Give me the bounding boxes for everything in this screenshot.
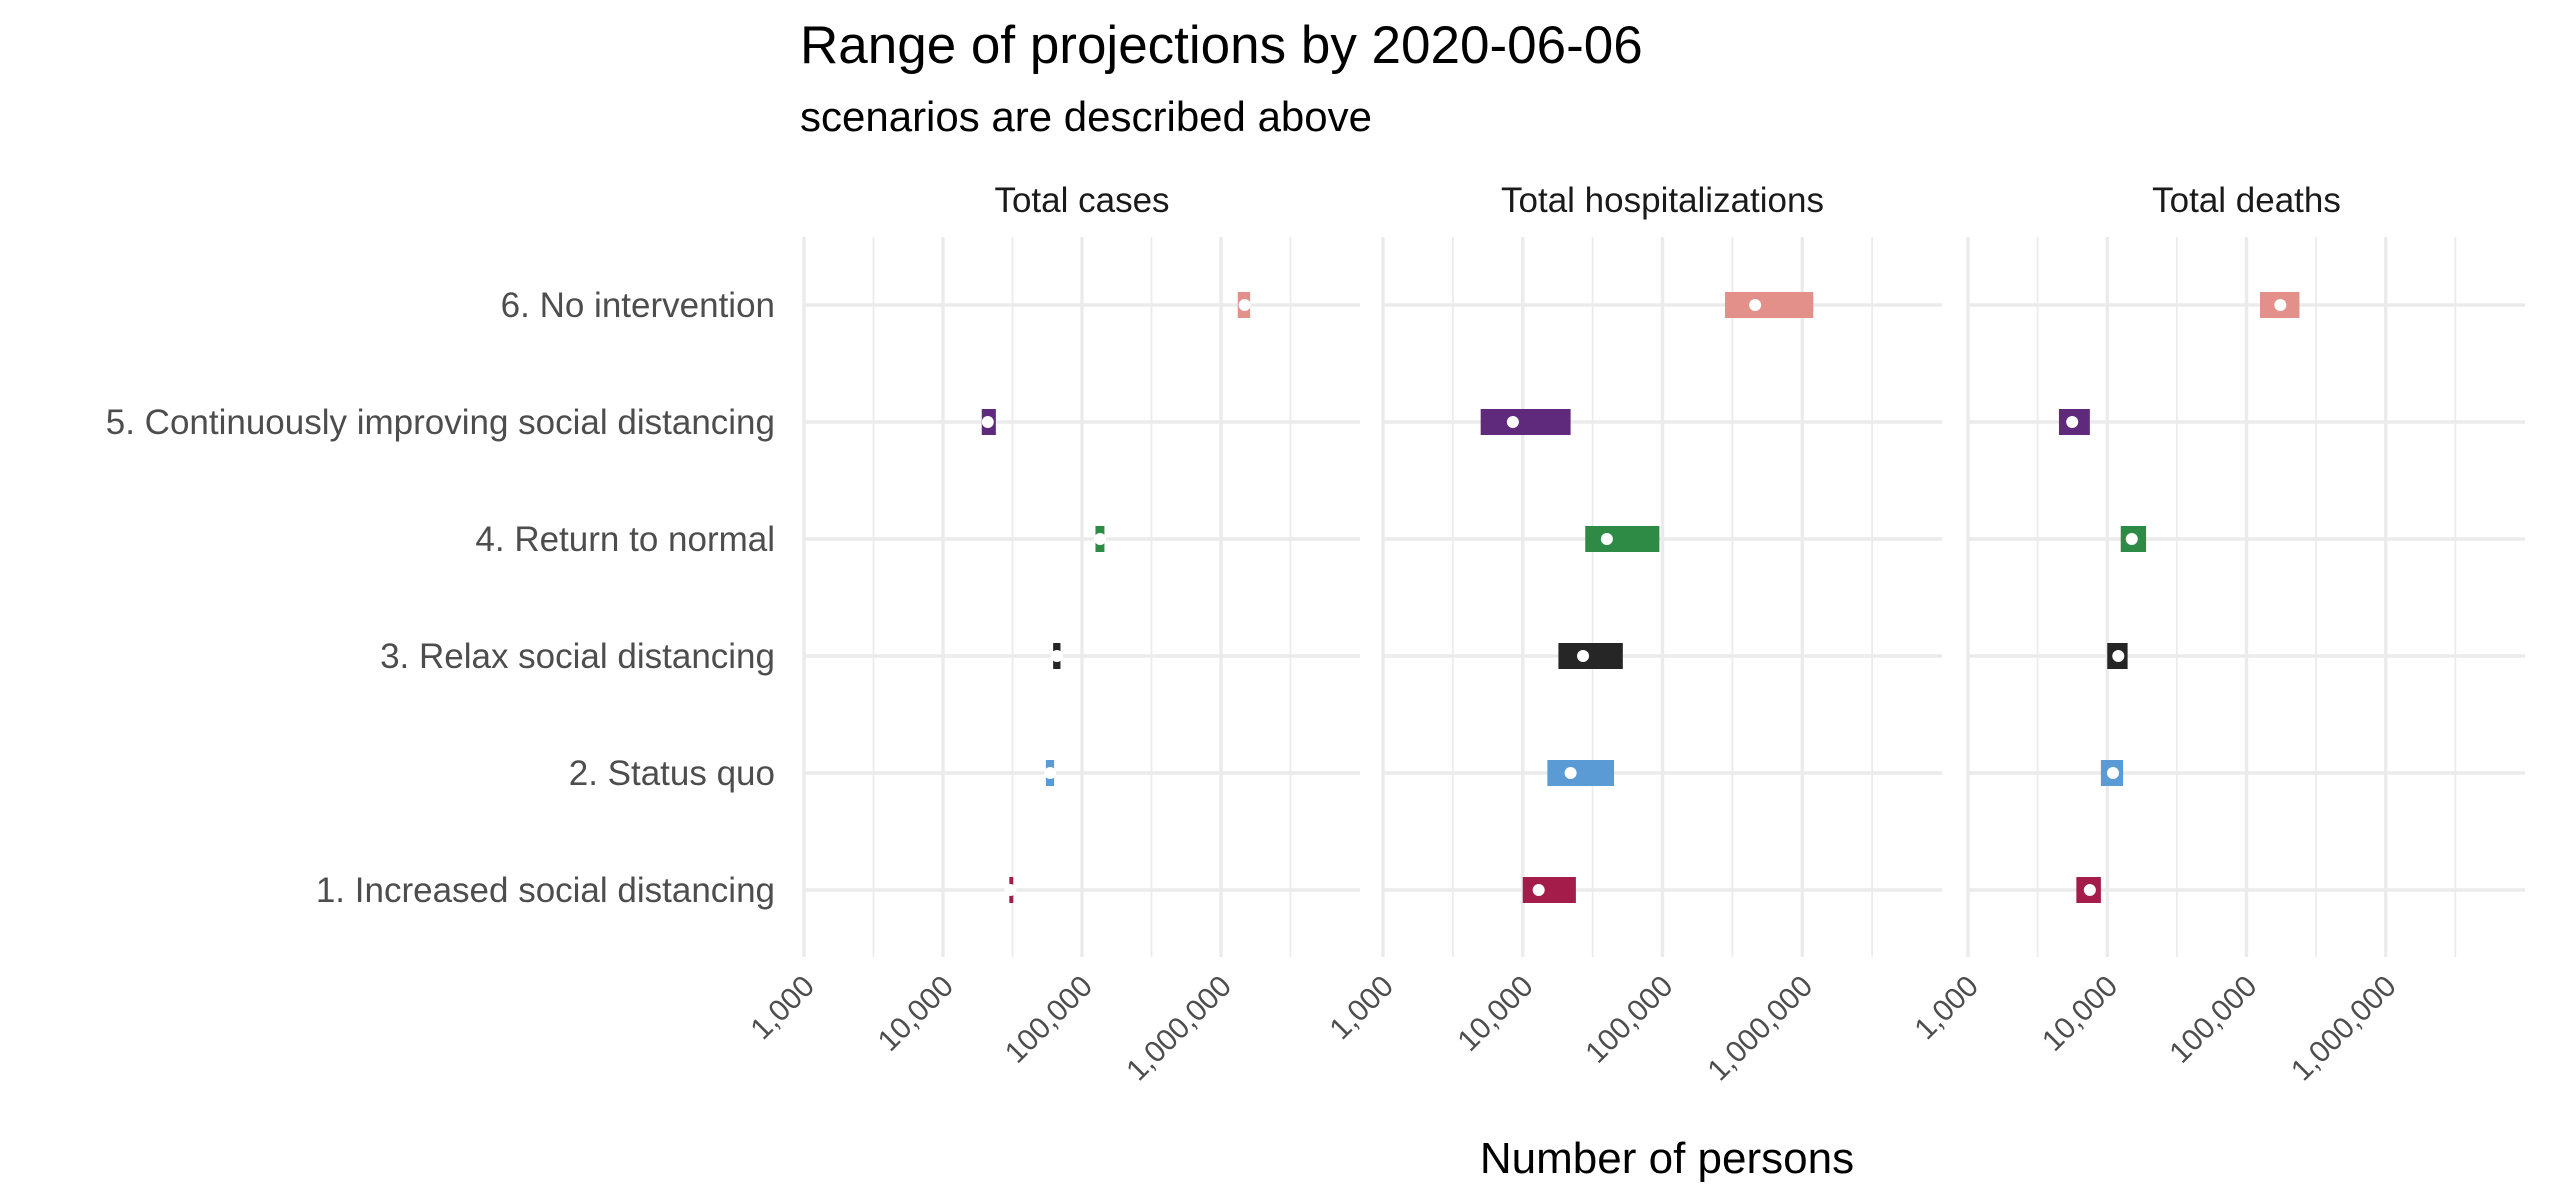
range-bar xyxy=(1480,409,1571,435)
x-tick-label: 1,000,000 xyxy=(1120,970,1238,1088)
x-tick-label: 10,000 xyxy=(2036,970,2124,1058)
x-tick-label: 1,000 xyxy=(1324,970,1400,1046)
range-bar xyxy=(1724,292,1814,318)
median-point xyxy=(1749,299,1762,311)
median-point xyxy=(1600,533,1613,545)
x-tick-label: 1,000 xyxy=(745,970,821,1046)
panel-title: Total deaths xyxy=(2152,181,2341,220)
panel: Total hospitalizations 1,000 10,000 100,000… xyxy=(1324,181,1942,1087)
median-point xyxy=(1044,767,1057,779)
category-label: 2. Status quo xyxy=(569,754,775,793)
category-label: 4. Return to normal xyxy=(475,520,775,559)
median-point xyxy=(1506,416,1519,428)
category-label: 5. Continuously improving social distanc… xyxy=(106,403,775,442)
range-bar xyxy=(1547,760,1615,786)
panel: Total deaths 1,000 10,000 100,000 1,000,000 xyxy=(1909,181,2525,1087)
range-bar xyxy=(1558,643,1623,669)
x-tick-label: 100,000 xyxy=(2163,970,2263,1070)
category-label: 3. Relax social distancing xyxy=(380,637,775,676)
median-point xyxy=(1050,650,1063,662)
median-point xyxy=(2112,650,2125,662)
median-point xyxy=(1094,533,1107,545)
x-tick-label: 10,000 xyxy=(1451,970,1539,1058)
median-point xyxy=(1577,650,1590,662)
x-axis-label: Number of persons xyxy=(1480,1134,1854,1183)
median-point xyxy=(2274,299,2287,311)
median-point xyxy=(1004,884,1017,896)
panel-title: Total hospitalizations xyxy=(1501,181,1824,220)
median-point xyxy=(2125,533,2138,545)
x-tick-label: 1,000,000 xyxy=(1701,970,1819,1088)
panel: Total cases 1,000 10,000 100,000 1,000,000 xyxy=(745,181,1360,1087)
chart-subtitle: scenarios are described above xyxy=(800,93,1372,140)
median-point xyxy=(2066,416,2079,428)
median-point xyxy=(1532,884,1545,896)
x-tick-label: 10,000 xyxy=(872,970,960,1058)
x-tick-label: 1,000,000 xyxy=(2285,970,2403,1088)
range-bar xyxy=(1585,526,1660,552)
panel-title: Total cases xyxy=(994,181,1169,220)
median-point xyxy=(981,416,994,428)
median-point xyxy=(1564,767,1577,779)
median-point xyxy=(2083,884,2096,896)
x-tick-label: 100,000 xyxy=(999,970,1099,1070)
x-tick-label: 1,000 xyxy=(1909,970,1985,1046)
chart-title: Range of projections by 2020-06-06 xyxy=(800,16,1643,75)
median-point xyxy=(2107,767,2120,779)
median-point xyxy=(1238,299,1251,311)
category-label: 1. Increased social distancing xyxy=(316,871,775,910)
category-labels: 1. Increased social distancing 2. Status … xyxy=(106,286,775,910)
range-bar xyxy=(1522,877,1576,903)
category-label: 6. No intervention xyxy=(501,286,775,325)
x-tick-label: 100,000 xyxy=(1579,970,1679,1070)
